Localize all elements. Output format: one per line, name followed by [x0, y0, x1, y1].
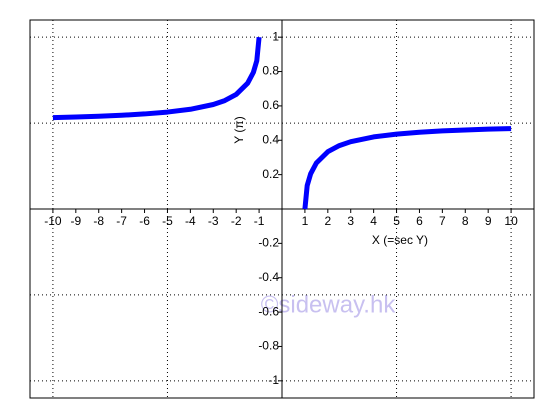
x-tick-label: -9 — [70, 214, 81, 228]
x-tick-label: 3 — [347, 214, 354, 228]
y-tick-label: 0.4 — [262, 132, 279, 146]
y-tick-label: -0.2 — [258, 236, 279, 250]
x-tick-label: -10 — [44, 214, 62, 228]
x-tick-label: -7 — [116, 214, 127, 228]
x-tick-label: -3 — [208, 214, 219, 228]
x-tick-label: -5 — [162, 214, 173, 228]
y-tick-label: -0.6 — [258, 304, 279, 318]
x-tick-label: 4 — [370, 214, 377, 228]
y-tick-label: -0.4 — [258, 270, 279, 284]
x-tick-label: 10 — [504, 214, 518, 228]
curve — [52, 36, 262, 121]
y-tick-label: 1 — [272, 29, 279, 43]
y-tick-label: -0.8 — [258, 339, 279, 353]
x-tick-label: -4 — [185, 214, 196, 228]
x-tick-label: -8 — [93, 214, 104, 228]
x-tick-label: 9 — [485, 214, 492, 228]
x-tick-label: 1 — [302, 214, 309, 228]
y-tick-label: -1 — [268, 373, 279, 387]
x-tick-label: -2 — [231, 214, 242, 228]
x-tick-label: -1 — [254, 214, 265, 228]
x-tick-label: 6 — [416, 214, 423, 228]
x-tick-label: 7 — [439, 214, 446, 228]
x-tick-label: -6 — [139, 214, 150, 228]
curve — [302, 126, 512, 210]
x-axis-label: X (=sec Y) — [372, 233, 428, 247]
y-axis-label: Y (π) — [232, 116, 246, 143]
x-tick-label: 2 — [324, 214, 331, 228]
y-tick-label: 0.8 — [262, 64, 279, 78]
x-tick-label: 5 — [393, 214, 400, 228]
y-tick-label: 0.6 — [262, 98, 279, 112]
watermark: ©sideway.hk — [261, 291, 397, 318]
x-tick-label: 8 — [462, 214, 469, 228]
y-tick-label: 0.2 — [262, 167, 279, 181]
